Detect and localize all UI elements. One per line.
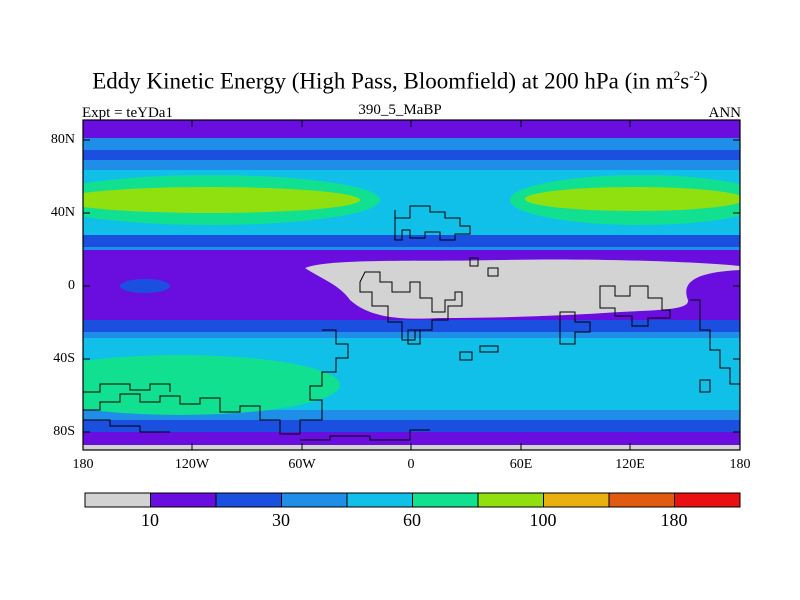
colorbar-label-30: 30 [272,510,290,530]
colorbar [84,492,741,508]
lat-label-80n: 80N [50,132,75,147]
axis-ticks [82,120,741,450]
lat-label-equator: 0 [68,278,75,293]
colorbar-box [674,492,741,508]
colorbar-box [608,492,675,508]
coastlines [83,205,740,441]
lon-label-120e: 120E [615,457,645,472]
lon-label-180w: 180 [72,457,94,472]
colorbar-box [543,492,610,508]
colorbar-label-60: 60 [403,510,421,530]
lon-label-60e: 60E [509,457,533,472]
lat-label-40s: 40S [53,351,75,366]
lon-label-120w: 120W [174,457,210,472]
map-title: Eddy Kinetic Energy (High Pass, Bloomfie… [92,68,708,94]
colorbar-box [346,492,413,508]
lat-label-80s: 80S [53,424,75,439]
colorbar-label-100: 100 [529,510,557,530]
experiment-label: Expt = teYDa1 [82,105,173,121]
colorbar-box [150,492,217,508]
contour-field [83,120,740,450]
colorbar-box [215,492,282,508]
colorbar-box [84,492,151,508]
lon-label-0: 0 [407,457,415,472]
colorbar-label-180: 180 [660,510,688,530]
lon-label-180e: 180 [729,457,751,472]
colorbar-box [281,492,348,508]
lon-label-60w: 60W [288,457,316,472]
map-subtitle: 390_5_MaBP [358,102,442,118]
colorbar-box [477,492,544,508]
lat-label-40n: 40N [50,205,75,220]
colorbar-label-10: 10 [141,510,159,530]
colorbar-box [412,492,479,508]
season-label: ANN [708,105,742,121]
